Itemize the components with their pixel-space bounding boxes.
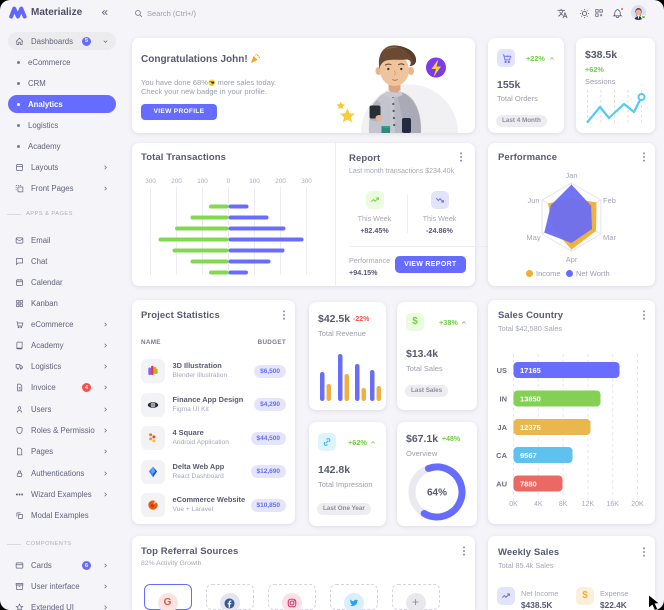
svg-text:16K: 16K — [606, 501, 619, 508]
svg-text:Jan: Jan — [565, 171, 577, 180]
svg-text:0K: 0K — [509, 501, 518, 508]
svg-text:12K: 12K — [582, 501, 595, 508]
svg-text:20K: 20K — [631, 501, 644, 508]
svg-text:200: 200 — [171, 178, 182, 185]
svg-text:7880: 7880 — [520, 480, 537, 489]
svg-text:100: 100 — [197, 178, 208, 185]
svg-text:12375: 12375 — [520, 423, 541, 432]
svg-text:200: 200 — [275, 178, 286, 185]
svg-text:Apr: Apr — [566, 255, 578, 264]
svg-text:300: 300 — [301, 178, 312, 185]
svg-text:100: 100 — [249, 178, 260, 185]
svg-text:9567: 9567 — [520, 451, 537, 460]
svg-text:AU: AU — [496, 480, 507, 489]
svg-text:Feb: Feb — [603, 196, 616, 205]
svg-text:8K: 8K — [559, 501, 568, 508]
svg-text:Mar: Mar — [603, 233, 616, 242]
svg-text:13850: 13850 — [520, 395, 541, 404]
svg-text:300: 300 — [145, 178, 156, 185]
svg-text:May: May — [526, 233, 540, 242]
svg-text:4K: 4K — [534, 501, 543, 508]
svg-text:CA: CA — [496, 451, 507, 460]
svg-text:JA: JA — [497, 423, 507, 432]
svg-text:US: US — [497, 366, 507, 375]
svg-text:64%: 64% — [427, 488, 447, 499]
svg-text:0: 0 — [226, 178, 230, 185]
svg-text:17165: 17165 — [520, 366, 541, 375]
svg-text:IN: IN — [500, 395, 508, 404]
svg-text:Jun: Jun — [527, 196, 539, 205]
